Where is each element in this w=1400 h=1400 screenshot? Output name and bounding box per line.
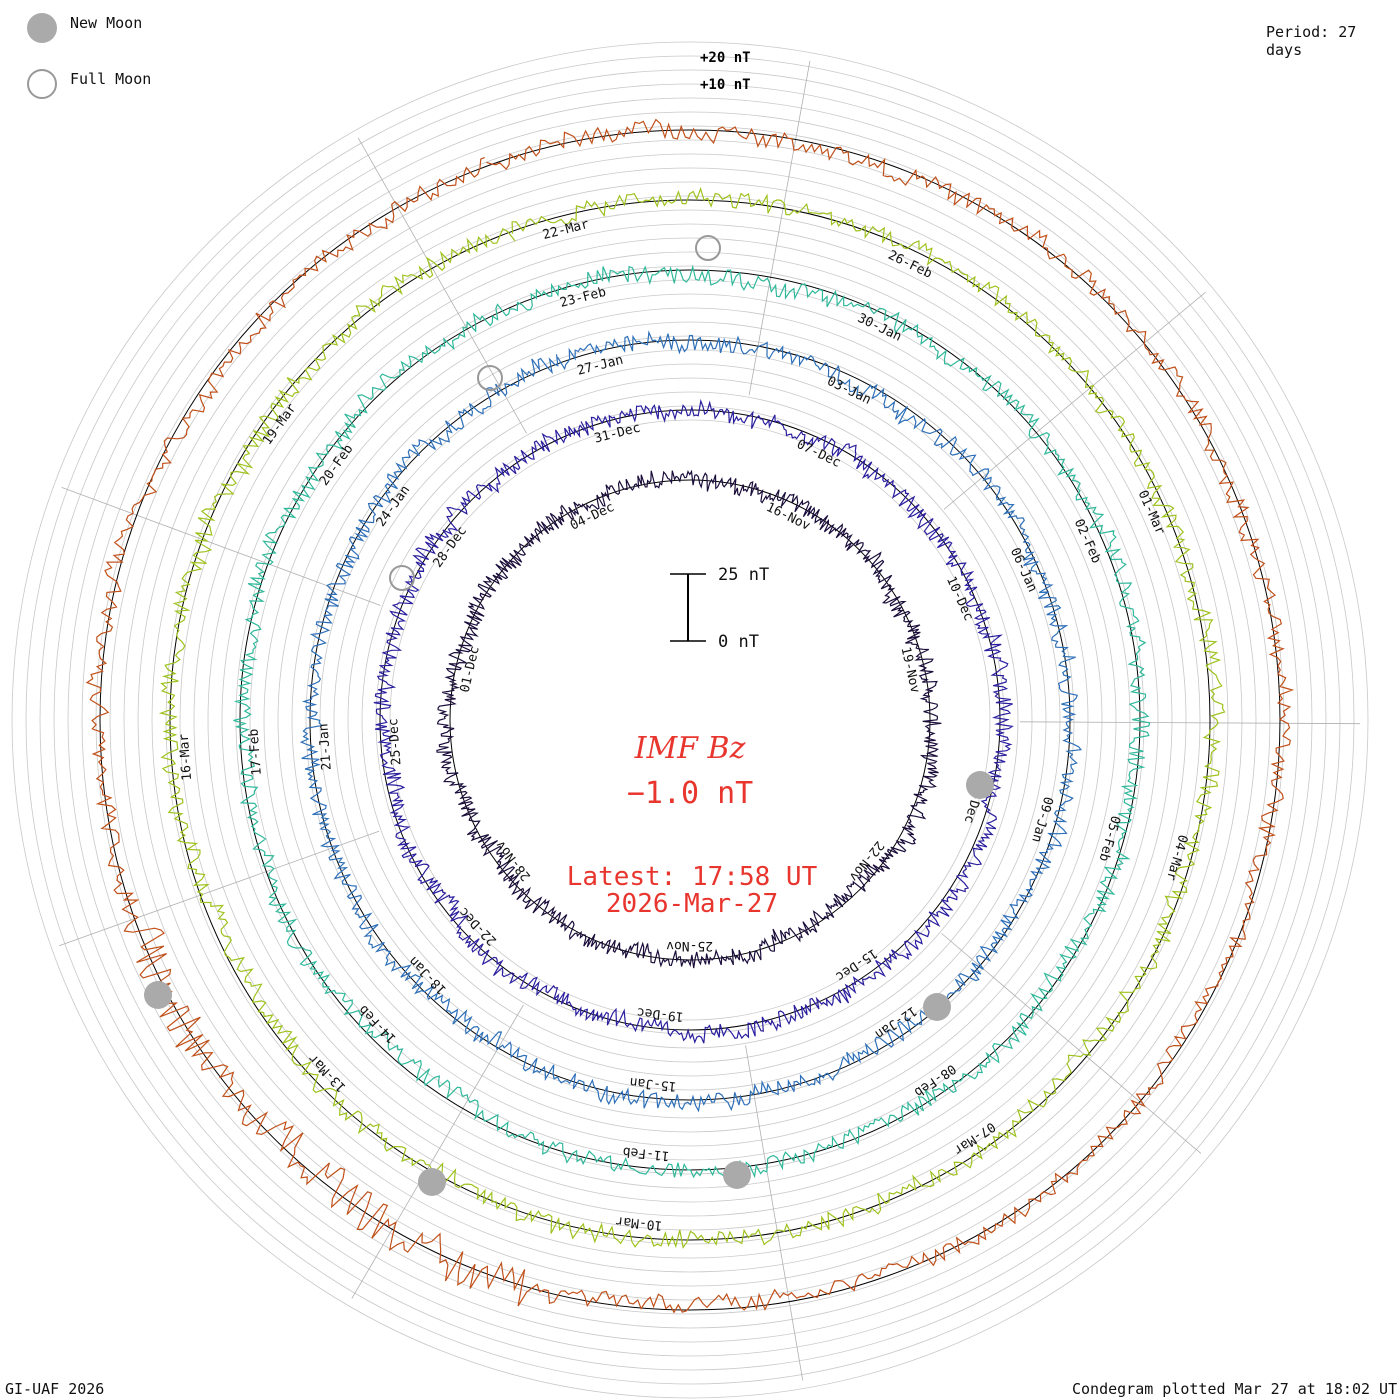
grid-ring xyxy=(25,55,1355,1385)
date-label: 18-Jan xyxy=(406,953,449,997)
rotation-baseline xyxy=(379,409,1001,1031)
date-label: 10-Mar xyxy=(615,1213,663,1233)
date-label: 31-Dec xyxy=(593,421,642,447)
date-label: 16-Nov xyxy=(764,500,813,534)
new-moon-marker xyxy=(923,993,951,1021)
full-moon-marker xyxy=(477,365,503,391)
grid-ring xyxy=(11,41,1369,1399)
rotation-trace xyxy=(158,186,1226,1249)
grid-ring xyxy=(249,279,1131,1161)
date-label: 22-Dec xyxy=(456,904,499,948)
grid-ring xyxy=(81,111,1299,1329)
date-label: 27-Jan xyxy=(576,353,625,379)
grid-ring xyxy=(333,363,1047,1077)
grid-spoke xyxy=(941,933,1202,1154)
period-label: Period: 27 days xyxy=(1266,23,1357,59)
date-label: 19-Dec xyxy=(636,1004,684,1024)
date-label: 13-Mar xyxy=(306,1050,350,1094)
rotation-trace xyxy=(373,398,1014,1045)
latest-date: 2026-Mar-27 xyxy=(606,889,778,919)
grid-ring xyxy=(95,125,1285,1315)
credit-label: GI-UAF 2026 xyxy=(5,1380,105,1398)
chart-title: IMF Bz xyxy=(634,731,746,766)
grid-ring xyxy=(291,321,1089,1119)
grid-ring xyxy=(375,405,1005,1035)
date-label: 17-Feb xyxy=(246,728,264,776)
scale-bar-bottom-label: 0 nT xyxy=(718,632,759,652)
latest-time: Latest: 17:58 UT xyxy=(567,862,818,892)
grid-ring xyxy=(39,69,1341,1371)
grid-spoke xyxy=(351,1004,524,1299)
date-label: 25-Nov xyxy=(666,938,713,953)
full-moon-marker xyxy=(695,235,721,261)
current-value: −1.0 nT xyxy=(627,776,753,811)
grid-ring xyxy=(53,83,1327,1357)
grid-spoke xyxy=(1019,721,1360,725)
grid-ring xyxy=(123,153,1257,1287)
rotation-trace xyxy=(299,330,1083,1113)
date-label: 25-Dec xyxy=(386,718,404,766)
rotation-trace xyxy=(233,264,1151,1180)
date-label: 06-Jan xyxy=(1007,546,1040,595)
grid-spoke xyxy=(748,60,811,396)
scale-bar-top-label: 25 nT xyxy=(718,565,769,585)
date-label: 01-Mar xyxy=(1135,488,1168,537)
grid-ring xyxy=(67,97,1313,1343)
rotation-baseline xyxy=(99,129,1281,1311)
grid-ring xyxy=(109,139,1271,1301)
grid-ring xyxy=(277,307,1103,1133)
grid-ring xyxy=(179,209,1201,1231)
date-label: 15-Jan xyxy=(629,1074,677,1094)
plotted-time-label: Condegram plotted Mar 27 at 18:02 UT xyxy=(1072,1380,1398,1398)
legend-new-moon-symbol xyxy=(27,13,57,43)
new-moon-marker xyxy=(723,1161,751,1189)
date-label: 21-Jan xyxy=(316,723,334,771)
date-label: 02-Feb xyxy=(1071,517,1104,566)
grid-ring xyxy=(361,391,1019,1049)
date-label: 14-Feb xyxy=(356,1002,400,1046)
grid-ring xyxy=(221,251,1159,1189)
legend-new-moon-label: New Moon xyxy=(70,14,143,32)
grid-ring xyxy=(347,377,1033,1063)
legend-full-moon-label: Full Moon xyxy=(70,70,152,88)
grid-ring xyxy=(193,223,1187,1217)
grid-ring xyxy=(207,237,1173,1203)
legend-full-moon-symbol xyxy=(27,69,57,99)
date-label: 16-Mar xyxy=(177,733,195,781)
grid-spoke xyxy=(357,137,527,434)
grid-spoke xyxy=(61,487,381,606)
grid-ring xyxy=(263,293,1117,1147)
rotation-trace xyxy=(436,469,942,969)
date-label: 15-Dec xyxy=(833,945,880,984)
new-moon-marker xyxy=(966,771,994,799)
new-moon-marker xyxy=(418,1168,446,1196)
radial-scale-top-label: +20 nT xyxy=(700,50,751,66)
grid-ring xyxy=(389,419,991,1021)
grid-ring xyxy=(165,195,1215,1245)
date-label: 10-Dec xyxy=(943,574,976,623)
date-label: 11-Feb xyxy=(622,1143,670,1163)
grid-spoke xyxy=(59,830,380,947)
grid-ring xyxy=(137,167,1243,1273)
radial-scale-second-label: +10 nT xyxy=(700,77,751,93)
rotation-trace xyxy=(85,118,1295,1314)
date-label: 19-Nov xyxy=(897,646,922,695)
grid-spoke xyxy=(745,1045,804,1381)
grid-ring xyxy=(151,181,1229,1259)
full-moon-marker xyxy=(389,565,415,591)
new-moon-marker xyxy=(144,981,172,1009)
